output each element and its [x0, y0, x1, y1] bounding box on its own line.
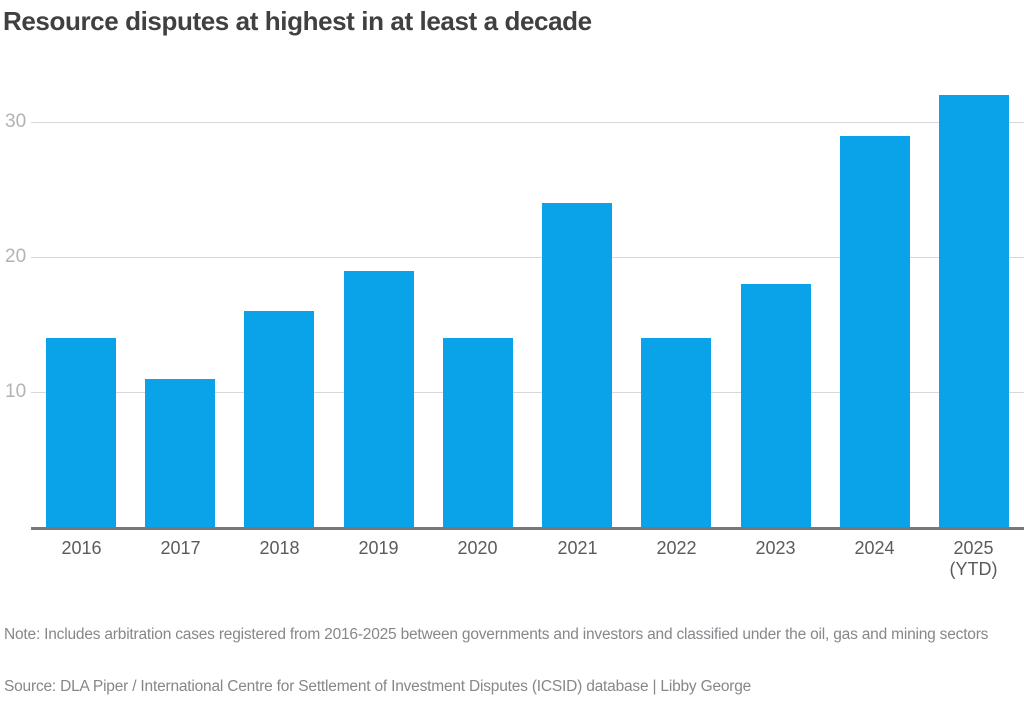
bar-2021 — [542, 203, 612, 527]
x-tick-label: 2020 — [428, 538, 527, 559]
bar-2023 — [741, 284, 811, 527]
x-tick-year: 2024 — [854, 538, 895, 558]
x-tick-label: 2018 — [230, 538, 329, 559]
x-tick-year: 2017 — [160, 538, 201, 558]
x-tick-label: 2019 — [329, 538, 428, 559]
x-tick-year: 2021 — [557, 538, 598, 558]
bar-2025 — [939, 95, 1009, 527]
x-tick-label: 2023 — [726, 538, 825, 559]
chart-source: Source: DLA Piper / International Centre… — [4, 678, 752, 695]
gridline-y-10 — [31, 391, 1024, 393]
x-tick-sublabel: (YTD) — [949, 559, 998, 579]
bar-2019 — [344, 270, 414, 527]
bar-2018 — [244, 311, 314, 527]
y-tick-label: 20 — [5, 246, 27, 267]
bar-2022 — [641, 338, 711, 527]
x-tick-label: 2025 (YTD) — [924, 538, 1023, 580]
x-tick-year: 2022 — [656, 538, 697, 558]
y-tick-label: 10 — [5, 381, 27, 402]
x-axis-baseline — [31, 527, 1024, 530]
x-tick-label: 2017 — [131, 538, 230, 559]
x-tick-year: 2018 — [259, 538, 300, 558]
x-tick-label: 2016 — [32, 538, 131, 559]
chart-title: Resource disputes at highest in at least… — [3, 6, 592, 36]
x-tick-year: 2019 — [358, 538, 399, 558]
x-tick-year: 2016 — [61, 538, 102, 558]
bar-2020 — [443, 338, 513, 527]
gridline-y-20 — [31, 256, 1024, 258]
bar-2024 — [840, 135, 910, 527]
x-tick-label: 2021 — [528, 538, 627, 559]
gridline-y-30 — [31, 121, 1024, 123]
x-tick-label: 2022 — [627, 538, 726, 559]
bar-2016 — [46, 338, 116, 527]
x-tick-label: 2024 — [825, 538, 924, 559]
chart-note: Note: Includes arbitration cases registe… — [4, 626, 989, 643]
bar-2017 — [145, 378, 215, 527]
x-tick-year: 2023 — [755, 538, 796, 558]
y-tick-label: 30 — [5, 111, 27, 132]
x-tick-year: 2020 — [457, 538, 498, 558]
x-tick-year: 2025 — [953, 538, 994, 558]
